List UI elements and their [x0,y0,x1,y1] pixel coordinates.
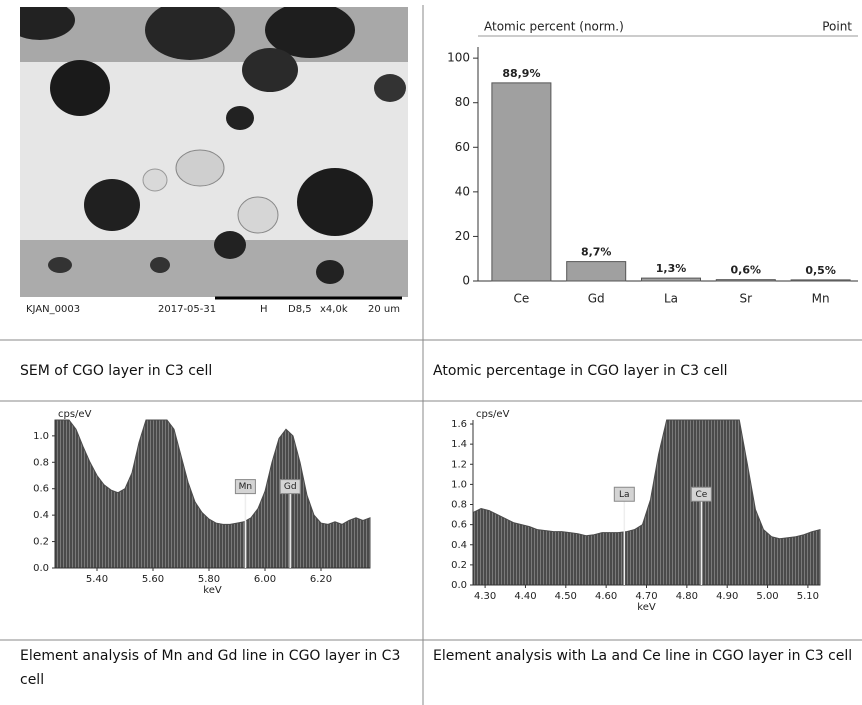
x-tick-label: 4.90 [716,591,738,602]
annotation-box [234,479,256,495]
y-tick-label: 0.8 [451,500,467,511]
x-tick-label: 6.00 [254,574,276,585]
x-tick-label: Gd [588,292,605,306]
x-tick-label: La [664,292,678,306]
y-tick-label: 0.6 [33,484,49,495]
x-tick-label: 4.80 [676,591,698,602]
annotation-label: Ce [695,490,707,500]
sem-working-distance: D8,5 [288,304,312,315]
y-tick-label: 100 [447,51,470,65]
chart-title: Atomic percent (norm.) [484,20,624,34]
x-tick-label: 4.50 [555,591,577,602]
sem-magnification: x4,0k [320,304,348,315]
sem-image [20,7,408,297]
y-axis-label: cps/eV [476,409,510,420]
y-tick-label: 60 [455,140,470,154]
annotation-label: Mn [239,482,252,492]
annotation-box [279,479,301,495]
y-tick-label: 1.4 [451,439,467,450]
spectrum-area [54,419,371,569]
x-tick-label: 5.80 [198,574,220,585]
y-tick-label: 0.6 [451,520,467,531]
x-axis-label: keV [637,602,656,613]
x-tick-label: Ce [514,292,530,306]
sem-date: 2017-05-31 [158,304,216,315]
x-tick-label: 5.00 [756,591,778,602]
x-tick-label: 4.30 [474,591,496,602]
y-tick-label: 1.0 [451,479,467,490]
bar [715,279,776,282]
x-tick-label: 4.40 [514,591,536,602]
sem-sample: KJAN_0003 [26,304,80,315]
spectrum-area [472,419,821,586]
x-tick-label: 6.20 [310,574,332,585]
value-label: 8,7% [581,246,612,259]
sem-scale-bar: 20 um [368,304,400,315]
y-tick-label: 0 [462,274,470,288]
y-tick-label: 0.2 [33,537,49,548]
y-axis-label: cps/eV [58,409,92,420]
table-grid [0,5,862,705]
y-tick-label: 0.4 [33,510,49,521]
y-tick-label: 0.0 [451,580,467,591]
x-tick-label: Sr [740,292,753,306]
y-tick-label: 1.6 [451,419,467,430]
caption: Atomic percentage in CGO layer in C3 cel… [433,363,728,379]
chart-subtitle: Point [822,20,852,34]
x-tick-label: 4.60 [595,591,617,602]
y-tick-label: 1.2 [451,459,467,470]
y-tick-label: 0.8 [33,457,49,468]
y-tick-label: 0.0 [33,563,49,574]
y-tick-label: 20 [455,229,470,243]
bar [641,277,701,282]
annotation-label: La [619,490,630,500]
y-tick-label: 1.0 [33,431,49,442]
x-tick-label: 5.40 [86,574,108,585]
annotation-label: Gd [284,482,297,492]
bar [790,279,851,282]
value-label: 0,5% [805,264,836,277]
x-tick-label: 5.60 [142,574,164,585]
caption: SEM of CGO layer in C3 cell [20,363,213,379]
y-tick-label: 0.4 [451,540,467,551]
annotation-box [613,486,635,502]
x-tick-label: 4.70 [635,591,657,602]
value-label: 0,6% [731,264,762,277]
x-tick-label: 5.10 [797,591,819,602]
y-tick-label: 80 [455,95,470,109]
value-label: 88,9% [502,67,540,80]
caption: Element analysis of Mn and Gd line in CG… [20,648,401,688]
annotation-box [690,486,712,502]
y-tick-label: 40 [455,184,470,198]
caption: Element analysis with La and Ce line in … [433,648,853,664]
value-label: 1,3% [656,262,687,275]
y-tick-label: 0.2 [451,560,467,571]
bar [566,261,627,282]
x-axis-label: keV [203,585,222,596]
x-tick-label: Mn [812,292,830,306]
sem-mode: H [260,304,268,315]
bar [491,82,552,282]
